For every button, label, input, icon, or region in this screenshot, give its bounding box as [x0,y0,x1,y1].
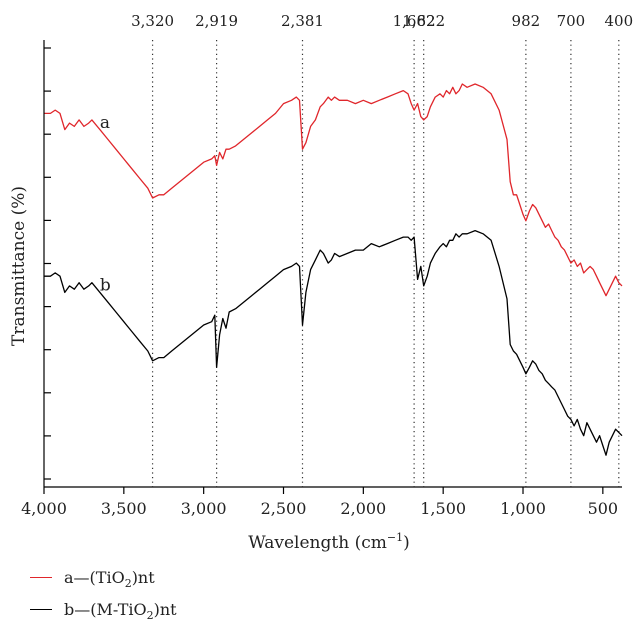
x-tick-label-5: 1,500 [420,499,466,518]
series-layer: ab [44,83,623,456]
x-tick-label-7: 500 [588,499,619,518]
series-label-b: b [100,276,111,296]
legend-swatch-b [30,609,52,610]
legend-label-b: b—(M-TiO2)nt [64,600,177,623]
x-tick-label-3: 2,500 [261,499,307,518]
peak-label-4: 1,622 [402,12,445,30]
legend-label-a: a—(TiO2)nt [64,568,155,591]
peak-label-2: 2,381 [281,12,324,30]
y-axis-label: Transmittance (%) [9,186,29,346]
x-tick-label-4: 2,000 [340,499,386,518]
x-tick-label-1: 3,500 [101,499,147,518]
series-label-a: a [100,113,110,133]
peak-label-0: 3,320 [131,12,174,30]
axes: 4,000 3,500 3,000 2,500 2,000 1,500 1,000 500 [21,40,622,518]
x-tick-label-2: 3,000 [181,499,227,518]
x-axis-label: Wavelength (cm−1) [248,531,409,553]
x-tick-label-0: 4,000 [21,499,67,518]
peak-label-3: 1,682 [393,12,436,30]
series-line-b [44,229,623,456]
peak-label-5: 982 [512,12,541,30]
series-line-a [44,83,623,297]
peak-label-7: 400 [604,12,633,30]
x-ticks: 4,000 3,500 3,000 2,500 2,000 1,500 1,000 500 [21,487,618,518]
y-ticks [44,47,51,480]
legend-item-a: a—(TiO2)nt [30,566,330,590]
legend-item-b: b—(M-TiO2)nt [30,598,330,622]
peak-label-1: 2,919 [195,12,238,30]
x-tick-label-6: 1,000 [500,499,546,518]
peak-label-6: 700 [557,12,586,30]
legend-swatch-a [30,577,52,578]
